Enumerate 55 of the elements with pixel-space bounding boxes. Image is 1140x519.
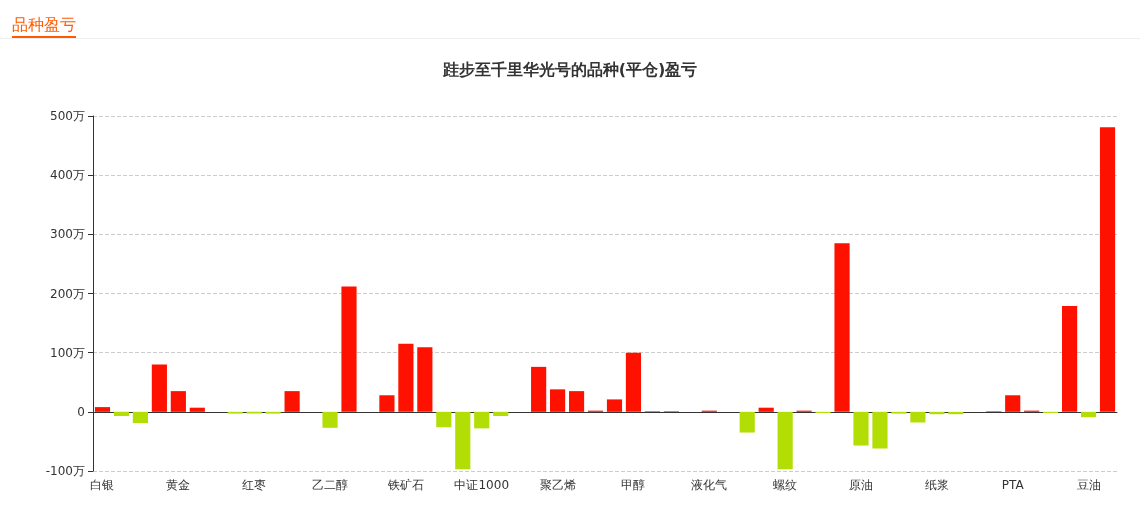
x-tick-label: PTA (1001, 478, 1025, 492)
bar (606, 399, 623, 412)
bar (1099, 127, 1116, 412)
bar (417, 347, 433, 412)
y-tick-label: 400万 (50, 168, 85, 183)
x-tick-label: 红枣 (242, 478, 267, 492)
y-tick-label: 500万 (50, 109, 85, 123)
x-tick-label: 黄金 (166, 478, 191, 492)
x-tick-label: 白银 (90, 478, 115, 492)
bar (834, 243, 850, 412)
y-tick-label: -100万 (45, 464, 85, 478)
bar (568, 391, 585, 412)
bar (151, 364, 167, 412)
y-tick-label: 300万 (50, 227, 85, 242)
text: 品种盈亏 (12, 14, 76, 38)
bar (531, 366, 547, 412)
bar (436, 411, 452, 428)
bar (284, 391, 300, 412)
bar (777, 411, 793, 470)
x-tick-label: 铁矿石 (386, 478, 424, 492)
bar (322, 411, 338, 428)
y-tick-label: 200万 (50, 286, 85, 301)
bar (132, 411, 148, 424)
bar (625, 352, 642, 412)
bar (872, 411, 888, 449)
bar (758, 407, 774, 412)
bar (474, 411, 490, 429)
y-tick-label: 0 (77, 404, 85, 419)
bar (113, 411, 130, 416)
y-tick-label: 100万 (50, 345, 85, 360)
bar (94, 407, 111, 412)
bar (455, 411, 471, 470)
bar (853, 411, 869, 446)
bar (910, 411, 926, 423)
bar (379, 395, 395, 412)
chart-title: 跬步至千里华光号的品种(平仓)盈亏 (441, 59, 698, 79)
x-tick-label: 原油 (849, 478, 873, 492)
bar (170, 391, 186, 412)
x-tick-label: 螺纹 (773, 478, 798, 492)
bar (493, 411, 509, 416)
bar (1080, 411, 1097, 418)
x-tick-label: 乙二醇 (312, 478, 349, 492)
x-tick-label: 甲醇 (621, 478, 646, 492)
bar (1062, 305, 1078, 412)
bar (550, 389, 566, 412)
x-tick-label: 纸浆 (924, 478, 949, 492)
x-tick-label: 液化气 (691, 478, 728, 492)
x-tick-label: 中证1000 (454, 478, 510, 492)
bar (341, 286, 357, 412)
bar (1005, 395, 1021, 412)
x-tick-label: 豆油 (1076, 478, 1101, 492)
bar (398, 343, 414, 412)
x-tick-label: 聚乙烯 (539, 478, 576, 492)
bar (189, 407, 205, 412)
bar (739, 411, 755, 433)
